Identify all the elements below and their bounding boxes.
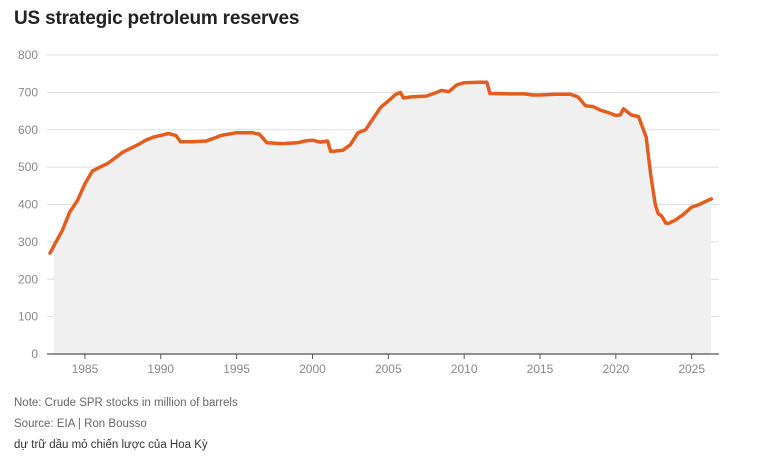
x-tick-label: 1995 — [223, 362, 250, 376]
y-tick-label: 600 — [18, 123, 38, 137]
y-tick-label: 700 — [18, 85, 38, 99]
x-tick-label: 2010 — [451, 362, 478, 376]
x-tick-label: 2000 — [299, 362, 326, 376]
x-tick-label: 2015 — [527, 362, 554, 376]
x-tick-label: 1990 — [147, 362, 174, 376]
y-tick-label: 400 — [18, 198, 38, 212]
x-tick-label: 2025 — [678, 362, 705, 376]
area-fill — [50, 82, 712, 355]
chart-note: Note: Crude SPR stocks in million of bar… — [14, 397, 238, 409]
y-tick-label: 200 — [18, 272, 38, 286]
x-tick-label: 2020 — [602, 362, 629, 376]
x-tick-label: 1985 — [72, 362, 99, 376]
y-tick-label: 0 — [31, 347, 38, 361]
image-caption: dự trữ dầu mỏ chiến lược của Hoa Kỳ — [14, 439, 208, 451]
series-line — [48, 80, 714, 255]
y-tick-label: 100 — [18, 310, 38, 324]
y-tick-label: 300 — [18, 235, 38, 249]
chart-canvas: 0 100 200 300 400 500 600 700 800 1985 1990 1995 200… — [18, 48, 719, 376]
chart-source: Source: EIA | Ron Bousso — [14, 418, 147, 430]
x-tick-label: 2005 — [375, 362, 402, 376]
area-layer — [50, 82, 712, 355]
axis-layer: 0 100 200 300 400 500 600 700 800 1985 1990 1995 200… — [18, 48, 719, 376]
chart-title: US strategic petroleum reserves — [14, 8, 300, 29]
y-tick-label: 500 — [18, 160, 38, 174]
line-layer — [48, 80, 714, 255]
y-tick-label: 800 — [18, 48, 38, 62]
